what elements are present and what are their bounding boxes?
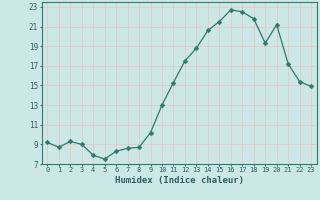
X-axis label: Humidex (Indice chaleur): Humidex (Indice chaleur) bbox=[115, 176, 244, 185]
